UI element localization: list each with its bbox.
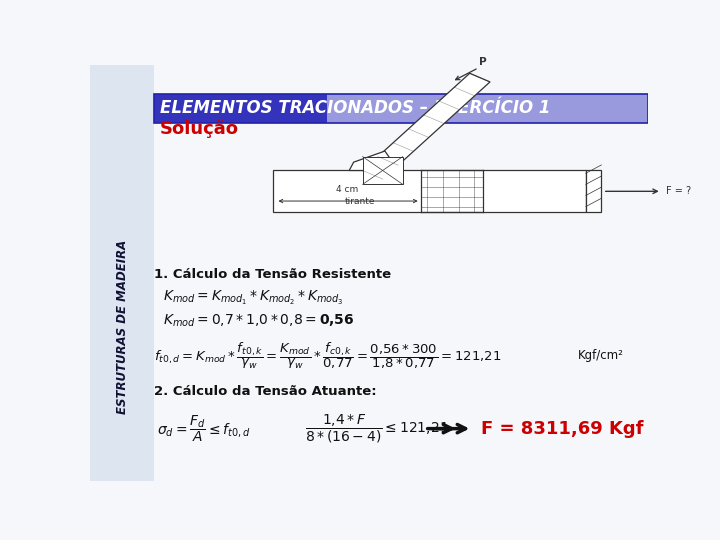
Text: $K_{mod} = K_{mod_1} * K_{mod_2} * K_{mod_3}$: $K_{mod} = K_{mod_1} * K_{mod_2} * K_{mo… — [163, 288, 343, 307]
Polygon shape — [274, 171, 586, 212]
Text: 2. Cálculo da Tensão Atuante:: 2. Cálculo da Tensão Atuante: — [154, 384, 377, 397]
Bar — [90, 65, 154, 481]
Polygon shape — [363, 73, 490, 179]
Bar — [363, 157, 402, 184]
Text: Kgf/cm²: Kgf/cm² — [578, 349, 624, 362]
Text: $\sigma_d = \dfrac{F_d}{A} \leq f_{t0,d}$: $\sigma_d = \dfrac{F_d}{A} \leq f_{t0,d}… — [157, 413, 251, 444]
Text: ELEMENTOS TRACIONADOS – EXERCÍCIO 1: ELEMENTOS TRACIONADOS – EXERCÍCIO 1 — [160, 99, 550, 118]
Bar — [327, 94, 648, 123]
Text: F = 8311,69 Kgf: F = 8311,69 Kgf — [481, 420, 643, 437]
Bar — [586, 171, 601, 212]
Text: $\dfrac{1{,}4*F}{8*(16-4)} \leq 121{,}21$: $\dfrac{1{,}4*F}{8*(16-4)} \leq 121{,}21… — [305, 413, 449, 445]
Text: ESTRUTURAS DE MADEIRA: ESTRUTURAS DE MADEIRA — [116, 240, 129, 414]
Text: P: P — [480, 57, 487, 67]
Text: tirante: tirante — [345, 197, 376, 206]
Bar — [154, 94, 327, 123]
Text: 1. Cálculo da Tensão Resistente: 1. Cálculo da Tensão Resistente — [154, 268, 391, 281]
Bar — [154, 94, 648, 123]
Text: $f_{t0,d} = K_{mod} * \dfrac{f_{t0,k}}{\gamma_w} = \dfrac{K_{mod}}{\gamma_w} * \: $f_{t0,d} = K_{mod} * \dfrac{f_{t0,k}}{\… — [154, 340, 502, 372]
Text: F = ?: F = ? — [666, 186, 691, 197]
Text: Solução: Solução — [160, 120, 239, 138]
Text: $K_{mod} = 0{,}7 * 1{,}0 * 0{,}8 = \mathbf{0{,}56}$: $K_{mod} = 0{,}7 * 1{,}0 * 0{,}8 = \math… — [163, 312, 354, 329]
Polygon shape — [349, 151, 398, 171]
Text: 4 cm: 4 cm — [336, 185, 358, 194]
